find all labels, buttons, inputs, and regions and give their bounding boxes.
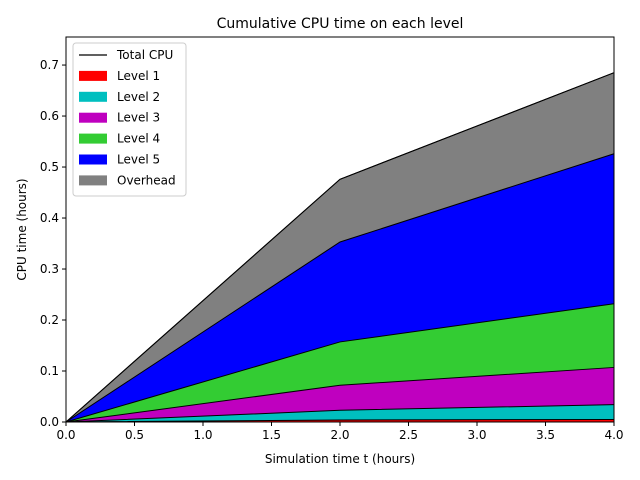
area-overhead [66,72,614,422]
legend-label-level-4: Level 4 [117,132,160,146]
area-level-4 [66,303,614,422]
legend-swatch-level-3 [79,112,107,123]
x-tick-label: 1.0 [193,428,212,442]
legend-swatch-level-2 [79,91,107,102]
x-tick-label: 3.5 [536,428,555,442]
x-tick-label: 0.5 [125,428,144,442]
y-tick-label: 0.3 [40,262,59,276]
area-level-5 [66,153,614,422]
boundary-line-level-4 [65,303,615,423]
y-tick-label: 0.4 [40,211,59,225]
x-tick-label: 1.5 [262,428,281,442]
x-tick-label: 3.0 [467,428,486,442]
total-cpu-line [65,72,615,423]
area-level-3 [66,367,614,422]
stacked-areas [66,72,614,422]
y-tick-label: 0.5 [40,160,59,174]
y-tick-label: 0.7 [40,58,59,72]
legend-label-level-5: Level 5 [117,153,160,167]
legend-label-total-cpu: Total CPU [116,48,173,62]
legend: Total CPU Level 1 Level 2 Level 3 Level 4 Lev… [72,42,187,197]
y-tick-label: 0.2 [40,313,59,327]
y-axis-ticks: 0.0 0.1 0.2 0.3 0.4 0.5 0.6 0.7 [40,58,66,429]
x-tick-label: 0.0 [56,428,75,442]
legend-swatch-overhead [79,175,107,186]
legend-label-overhead: Overhead [117,173,176,187]
boundary-line-level-3 [65,366,615,423]
chart-title: Cumulative CPU time on each level [217,16,464,32]
y-tick-label: 0.0 [40,415,59,429]
x-tick-label: 2.0 [330,428,349,442]
legend-swatch-level-5 [79,154,107,165]
area-level-2 [66,404,614,422]
boundary-line-level-1 [65,418,615,423]
x-axis-ticks: 0.0 0.5 1.0 1.5 2.0 2.5 3.0 3.5 4.0 [56,422,624,442]
x-tick-label: 2.5 [399,428,418,442]
y-tick-label: 0.6 [40,109,59,123]
y-tick-label: 0.1 [40,364,59,378]
legend-swatch-level-4 [79,133,107,144]
legend-label-level-2: Level 2 [117,90,160,104]
boundary-line-level-2 [65,404,615,423]
y-axis-label: CPU time (hours) [15,178,29,280]
legend-label-level-1: Level 1 [117,69,160,83]
stack-boundary-lines [65,72,615,423]
x-axis-label: Simulation time t (hours) [265,452,415,466]
boundary-line-level-5 [65,153,615,423]
legend-label-level-3: Level 3 [117,111,160,125]
legend-swatch-level-1 [79,70,107,81]
x-tick-label: 4.0 [604,428,623,442]
